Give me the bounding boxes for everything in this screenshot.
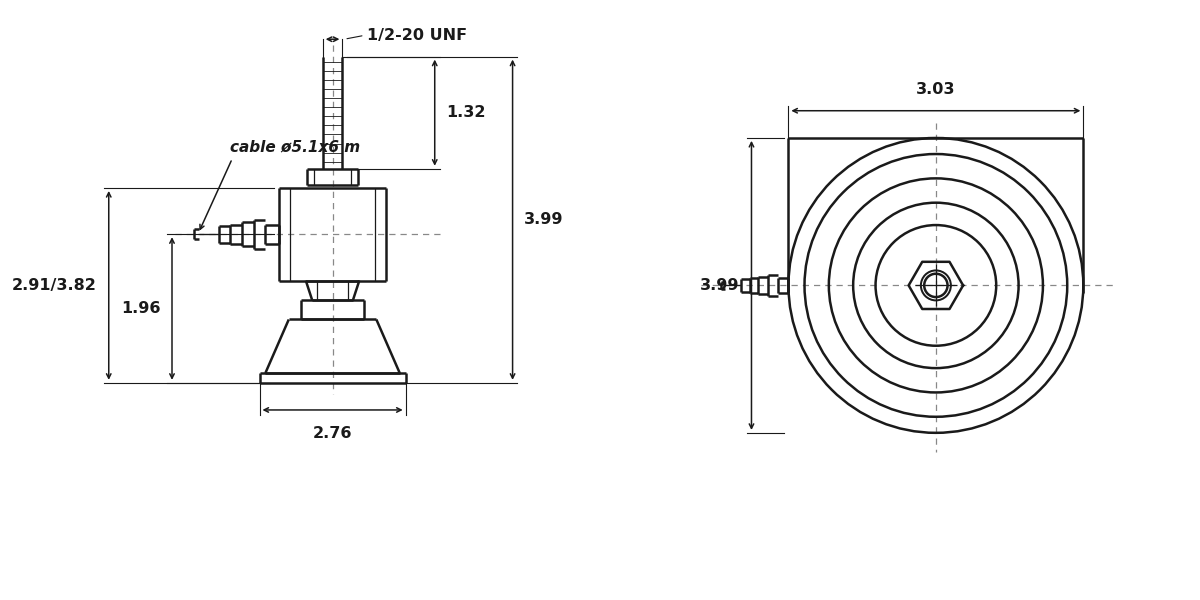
Text: 3.03: 3.03 [916, 82, 955, 97]
Text: 3.99: 3.99 [701, 278, 739, 293]
Text: cable ø5.1x6 m: cable ø5.1x6 m [230, 140, 360, 155]
Text: 2.76: 2.76 [313, 425, 353, 440]
Text: 2.91/3.82: 2.91/3.82 [12, 278, 97, 293]
Text: 1.32: 1.32 [446, 105, 486, 120]
Text: 1/2-20 UNF: 1/2-20 UNF [367, 28, 467, 43]
Text: 1.96: 1.96 [121, 301, 161, 316]
Text: 3.99: 3.99 [524, 212, 564, 227]
